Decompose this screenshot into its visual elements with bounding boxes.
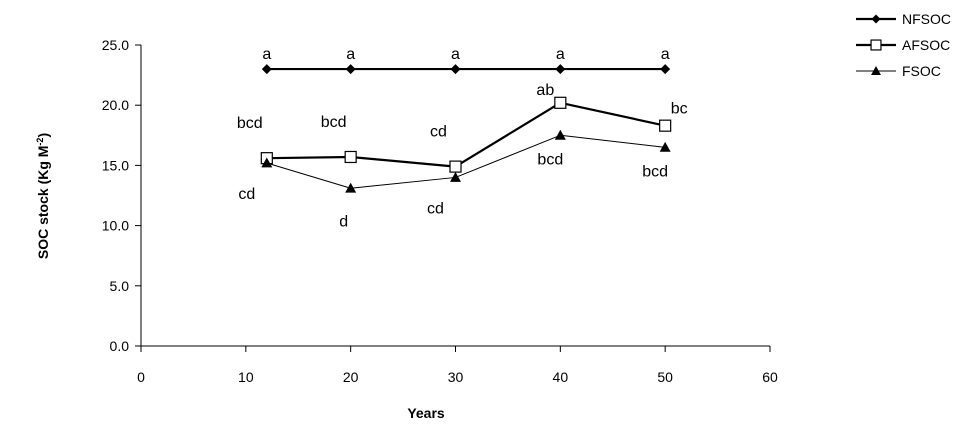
point-fsoc [345, 182, 357, 193]
y-tick-label: 0.0 [110, 338, 130, 354]
x-tick-label: 0 [137, 369, 145, 385]
point-fsoc [261, 157, 273, 168]
point-afsoc [449, 160, 462, 173]
point-nfsoc [450, 64, 461, 75]
label-fsoc: d [339, 213, 348, 230]
significance-labels: a a a a a bcd bcd cd ab bc cd d cd bcd bcd [237, 46, 688, 230]
x-tick-label: 60 [762, 369, 778, 385]
label-nfsoc: a [451, 46, 460, 63]
axes [140, 45, 770, 347]
x-tick-label: 10 [238, 369, 254, 385]
label-nfsoc: a [262, 46, 271, 63]
y-tick-label: 25.0 [102, 37, 129, 53]
label-afsoc: bcd [321, 114, 347, 131]
y-axis-title-sup: -2 [35, 138, 45, 146]
y-axis-title-main: SOC stock (Kg M [35, 146, 51, 260]
x-axis-title: Years [407, 405, 445, 421]
x-ticks: 0 10 20 30 40 50 60 [137, 346, 778, 385]
point-afsoc [659, 119, 672, 132]
x-tick-label: 30 [448, 369, 464, 385]
series-line-afsoc [266, 101, 666, 168]
point-afsoc [554, 96, 567, 109]
label-afsoc: bc [671, 101, 688, 118]
point-fsoc [450, 171, 461, 182]
y-ticks: 0.0 5.0 10.0 15.0 20.0 25.0 [102, 37, 141, 354]
point-fsoc [659, 141, 671, 152]
point-nfsoc [555, 64, 566, 75]
point-nfsoc [660, 64, 671, 75]
series-line-fsoc [266, 134, 666, 189]
label-afsoc: ab [536, 82, 554, 99]
label-fsoc: cd [238, 186, 255, 203]
y-axis-title-end: ) [35, 133, 51, 138]
series-group [260, 64, 672, 193]
point-fsoc [554, 129, 566, 140]
point-nfsoc [345, 64, 356, 75]
label-nfsoc: a [556, 46, 565, 63]
y-axis-title: SOC stock (Kg M-2) [35, 133, 51, 259]
y-tick-label: 10.0 [102, 218, 129, 234]
legend-marker-nfsoc [871, 14, 881, 24]
label-fsoc: cd [427, 200, 444, 217]
label-nfsoc: a [661, 46, 670, 63]
legend: NFSOC AFSOC FSOC [856, 11, 951, 79]
legend-label-nfsoc: NFSOC [902, 11, 951, 27]
label-nfsoc: a [346, 46, 355, 63]
x-tick-label: 50 [657, 369, 673, 385]
point-afsoc [344, 150, 357, 164]
label-fsoc: bcd [642, 163, 668, 180]
y-tick-label: 15.0 [102, 157, 129, 173]
legend-marker-afsoc [870, 39, 882, 51]
y-tick-label: 5.0 [110, 278, 130, 294]
legend-label-fsoc: FSOC [902, 63, 941, 79]
label-afsoc: cd [430, 124, 447, 141]
label-fsoc: bcd [537, 151, 563, 168]
point-nfsoc [261, 64, 272, 75]
y-tick-label: 20.0 [102, 97, 129, 113]
label-afsoc: bcd [237, 115, 263, 132]
x-tick-label: 20 [343, 369, 359, 385]
legend-label-afsoc: AFSOC [902, 37, 950, 53]
legend-marker-fsoc [871, 66, 881, 75]
x-tick-label: 40 [553, 369, 569, 385]
